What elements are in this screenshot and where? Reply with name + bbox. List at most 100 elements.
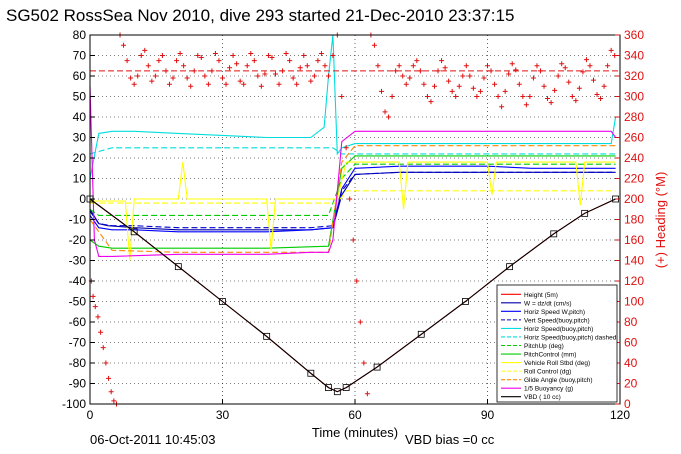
heading-point bbox=[506, 71, 512, 77]
vbd-marker bbox=[462, 298, 469, 305]
y-tick-label: -80 bbox=[69, 356, 87, 370]
series-line bbox=[89, 171, 616, 231]
heading-point bbox=[477, 88, 483, 94]
heading-point bbox=[470, 85, 476, 91]
y-tick-label: 10 bbox=[73, 172, 87, 186]
heading-point bbox=[591, 77, 596, 83]
right-tick-label: 40 bbox=[624, 356, 638, 370]
x-tick-label: 120 bbox=[610, 408, 630, 422]
vbd-marker bbox=[373, 363, 381, 371]
left-axis: -100-90-80-70-60-50-40-30-20-10010203040… bbox=[62, 28, 95, 411]
heading-point bbox=[209, 68, 215, 74]
vbd-marker bbox=[581, 209, 589, 217]
heading-point bbox=[174, 58, 180, 64]
legend-box bbox=[496, 284, 618, 403]
heading-point bbox=[237, 78, 243, 84]
heading-point bbox=[583, 57, 589, 63]
series-line bbox=[89, 165, 616, 233]
right-tick-label: 160 bbox=[624, 233, 644, 247]
heading-point bbox=[297, 65, 303, 71]
heading-point bbox=[414, 58, 420, 64]
heading-point bbox=[191, 68, 197, 74]
right-tick-label: 80 bbox=[624, 315, 638, 329]
heading-point bbox=[100, 345, 106, 351]
heading-point bbox=[276, 81, 282, 87]
y-tick-label: -50 bbox=[69, 295, 87, 309]
heading-point bbox=[382, 109, 388, 115]
vbd-marker bbox=[417, 330, 425, 338]
y-tick-label: -60 bbox=[69, 315, 87, 329]
heading-point bbox=[548, 100, 554, 106]
heading-point bbox=[108, 389, 114, 395]
heading-point bbox=[294, 81, 300, 87]
series-line bbox=[89, 163, 616, 216]
series-line bbox=[89, 147, 616, 155]
y-tick-label: 0 bbox=[79, 192, 86, 206]
heading-point bbox=[467, 73, 473, 79]
heading-point bbox=[541, 83, 547, 89]
heading-point bbox=[463, 63, 469, 69]
heading-point bbox=[552, 87, 558, 93]
heading-point bbox=[530, 75, 536, 81]
heading-point bbox=[502, 88, 508, 94]
vbd-marker bbox=[506, 263, 513, 271]
right-tick-label: 20 bbox=[624, 377, 638, 391]
heading-point bbox=[347, 196, 353, 202]
legend: Height (5m)W = dz/dt (cm/s) Horiz Speed W… bbox=[496, 284, 618, 403]
heading-point bbox=[216, 58, 222, 64]
heading-point bbox=[442, 65, 448, 71]
right-tick-label: 0 bbox=[624, 397, 631, 411]
heading-point bbox=[152, 73, 158, 79]
heading-point bbox=[103, 360, 109, 366]
heading-point bbox=[474, 94, 480, 99]
legend-entry: Horiz Speed(buoy,pitch) bbox=[524, 326, 593, 333]
vbd-marker bbox=[333, 388, 341, 396]
heading-point bbox=[184, 75, 190, 81]
heading-point bbox=[393, 68, 399, 74]
vbd-marker bbox=[219, 298, 226, 305]
right-axis: 0 20 40 60 80 100 120 140 160 180 200 220 240 260 280 3… bbox=[615, 28, 644, 411]
heading-point bbox=[432, 83, 437, 89]
legend-entry: VBD ( 10 cc) bbox=[524, 394, 561, 401]
x-axis-label: Time (minutes) bbox=[312, 425, 398, 440]
legend-entry: Vert Speed(buoy,pitch) bbox=[524, 317, 590, 324]
legend-entry: Horiz Speed(buoy,pitch) dashed bbox=[524, 334, 617, 341]
heading-point bbox=[248, 50, 254, 56]
legend-entry: Glide Angle (buoy,pitch) bbox=[524, 377, 593, 384]
x-tick-label: 90 bbox=[481, 408, 495, 422]
legend-entry: W = dz/dt (cm/s) bbox=[524, 300, 572, 307]
y-tick-label: 20 bbox=[73, 151, 87, 165]
heading-point bbox=[95, 314, 101, 320]
legend-entry: 1/5 Buoyancy (g) bbox=[524, 386, 573, 393]
legend-entry: Horiz Speed W,pitch) bbox=[524, 309, 585, 316]
heading-point bbox=[181, 63, 187, 69]
y-tick-label: -30 bbox=[69, 254, 87, 268]
heading-point bbox=[280, 68, 286, 74]
heading-point bbox=[371, 42, 377, 48]
heading-point bbox=[534, 63, 540, 69]
legend-entry: PitchControl (mm) bbox=[524, 352, 576, 359]
heading-point bbox=[364, 391, 370, 397]
heading-point bbox=[163, 68, 169, 74]
heading-point bbox=[339, 94, 345, 99]
series-line bbox=[89, 171, 616, 229]
right-tick-label: 140 bbox=[624, 254, 644, 268]
x-tick-label: 60 bbox=[348, 408, 362, 422]
vbd-marker bbox=[550, 230, 558, 238]
vbd-marker bbox=[263, 332, 271, 340]
right-axis-label: (+) Heading (°M) bbox=[653, 172, 668, 269]
heading-point bbox=[128, 75, 134, 81]
grid bbox=[90, 35, 620, 404]
heading-point bbox=[396, 63, 402, 69]
heading-point bbox=[573, 98, 579, 104]
heading-point bbox=[594, 91, 600, 97]
heading-point bbox=[587, 63, 593, 69]
heading-point bbox=[350, 237, 356, 243]
x-tick-label: 0 bbox=[87, 408, 94, 422]
right-tick-label: 180 bbox=[624, 213, 644, 227]
heading-point bbox=[145, 63, 151, 69]
heading-point bbox=[576, 85, 582, 91]
heading-point bbox=[449, 88, 455, 94]
heading-point bbox=[308, 78, 314, 84]
